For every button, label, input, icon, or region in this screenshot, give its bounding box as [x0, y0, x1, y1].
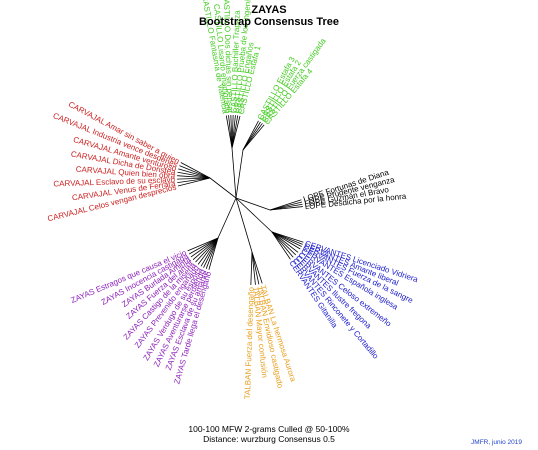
leaf-branch — [251, 251, 256, 285]
leaf-branch — [203, 237, 219, 268]
leaf-branch — [178, 168, 211, 179]
footer-parameters: 100-100 MFW 2-grams Culled @ 50-100% — [188, 424, 350, 434]
clade-branch — [231, 147, 237, 199]
clade-branch — [235, 149, 244, 199]
leaf-branch — [177, 175, 211, 179]
leaf-branch — [271, 231, 302, 247]
leaf-branch — [200, 237, 219, 267]
leaf-label: CASTILLO Bachiller Trapaza — [229, 10, 242, 114]
leaf-branch — [271, 231, 291, 260]
leaf-branch — [271, 231, 294, 258]
leaf-branch — [177, 177, 211, 180]
leaf-branch — [192, 237, 219, 260]
leaf-branch — [195, 237, 219, 263]
leaf-branch — [208, 237, 219, 270]
leaf-label: TALBAN Fuerza del desengaño — [243, 286, 256, 399]
tree-branches — [177, 115, 304, 285]
page-title: ZAYAS — [251, 4, 287, 16]
leaf-branch — [197, 237, 219, 265]
leaf-branch — [242, 124, 265, 151]
clade-branch — [235, 197, 271, 211]
page-subtitle: Bootstrap Consensus Tree — [199, 16, 339, 28]
footer-distance: Distance: wurzburg Consensus 0.5 — [203, 434, 335, 444]
leaf-branch — [271, 231, 299, 253]
leaf-branch — [225, 115, 233, 149]
leaf-branch — [188, 237, 219, 255]
clade-branch — [217, 197, 237, 239]
leaf-branch — [250, 251, 253, 285]
clade-branch — [235, 197, 273, 233]
leaf-branch — [205, 237, 219, 269]
leaf-label: CARVAJAL Esclavo de su esclavo — [53, 175, 175, 188]
leaf-branch — [271, 231, 301, 250]
leaf-branch — [251, 251, 260, 285]
leaf-branch — [180, 162, 211, 179]
leaf-branch — [271, 231, 297, 256]
leaf-branch — [187, 237, 219, 252]
leaf-branch — [177, 177, 211, 183]
leaf-branch — [177, 171, 211, 179]
leaf-branch — [251, 251, 263, 284]
leaf-branch — [269, 206, 303, 211]
clade-branch — [235, 197, 253, 253]
leaf-branch — [177, 177, 211, 187]
leaf-label: CASTILLO Dos dichas sin pensar — [222, 0, 235, 114]
leaf-branch — [179, 165, 211, 179]
clade-branch — [209, 177, 237, 199]
leaf-branch — [190, 237, 219, 258]
credit-note: JMFR, junio 2019 — [471, 439, 522, 446]
